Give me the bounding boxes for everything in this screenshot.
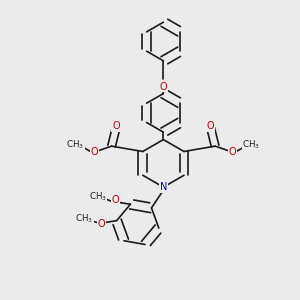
Text: O: O xyxy=(91,147,98,157)
Text: O: O xyxy=(207,121,214,131)
Text: CH$_3$: CH$_3$ xyxy=(242,138,260,151)
Text: N: N xyxy=(160,182,167,192)
Text: O: O xyxy=(229,147,236,157)
Text: CH$_3$: CH$_3$ xyxy=(66,138,84,151)
Text: O: O xyxy=(160,82,167,92)
Text: O: O xyxy=(98,220,106,230)
Text: CH$_3$: CH$_3$ xyxy=(89,190,107,203)
Text: CH$_3$: CH$_3$ xyxy=(75,213,93,225)
Text: O: O xyxy=(112,121,120,131)
Text: O: O xyxy=(112,195,119,206)
